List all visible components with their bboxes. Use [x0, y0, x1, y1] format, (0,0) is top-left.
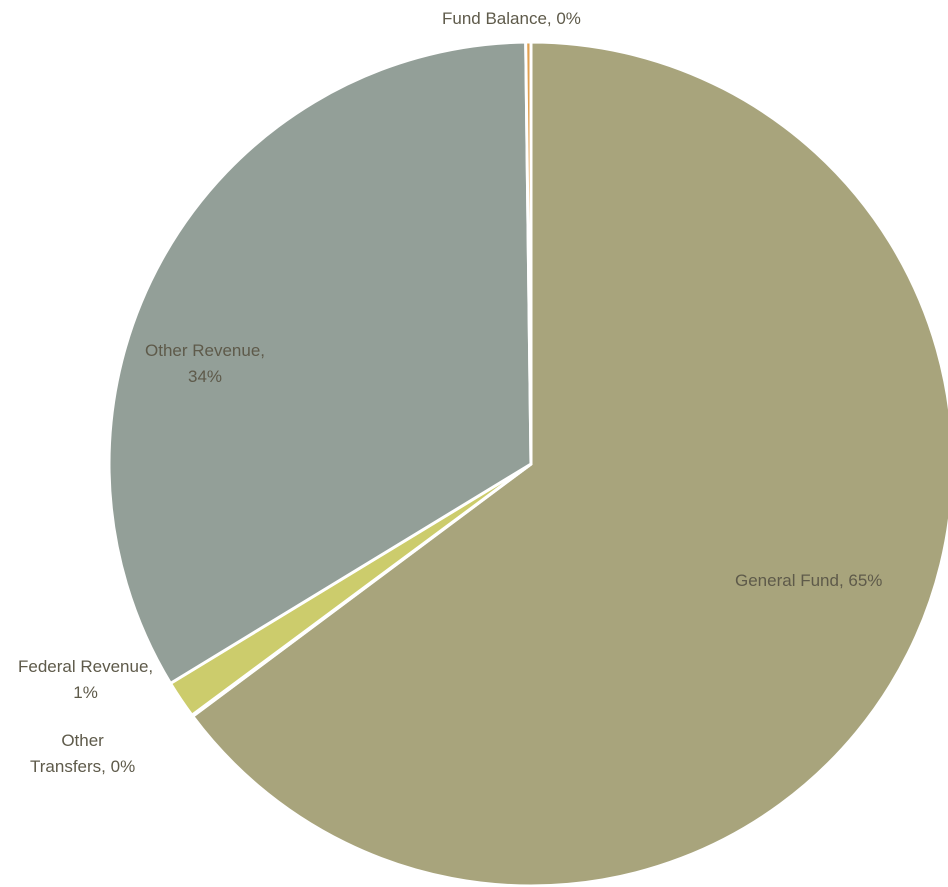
slice-label-federal-revenue: Federal Revenue, 1%: [18, 654, 153, 706]
slice-label-other-transfers-line-2: Transfers, 0%: [30, 757, 136, 776]
slice-label-fund-balance: Fund Balance, 0%: [442, 6, 581, 32]
slice-label-general-fund-line-1: General Fund, 65%: [735, 571, 883, 590]
slice-label-other-revenue-line-1: Other Revenue,: [145, 341, 266, 360]
slice-label-other-transfers: Other Transfers, 0%: [30, 728, 135, 780]
slice-label-other-revenue-line-2: 34%: [187, 367, 223, 386]
slice-label-federal-revenue-line-2: 1%: [73, 683, 98, 702]
slice-label-general-fund: General Fund, 65%: [735, 568, 882, 594]
pie-slice-other-revenue: [107, 40, 533, 685]
slice-label-other-revenue: Other Revenue, 34%: [145, 338, 265, 390]
pie-slice-fund-balance: [524, 40, 533, 466]
pie-slice-general-fund: [191, 40, 948, 887]
slice-label-fund-balance-line-1: Fund Balance, 0%: [442, 9, 581, 28]
slice-label-federal-revenue-line-1: Federal Revenue,: [18, 657, 154, 676]
slice-label-other-transfers-line-1: Other: [61, 731, 104, 750]
